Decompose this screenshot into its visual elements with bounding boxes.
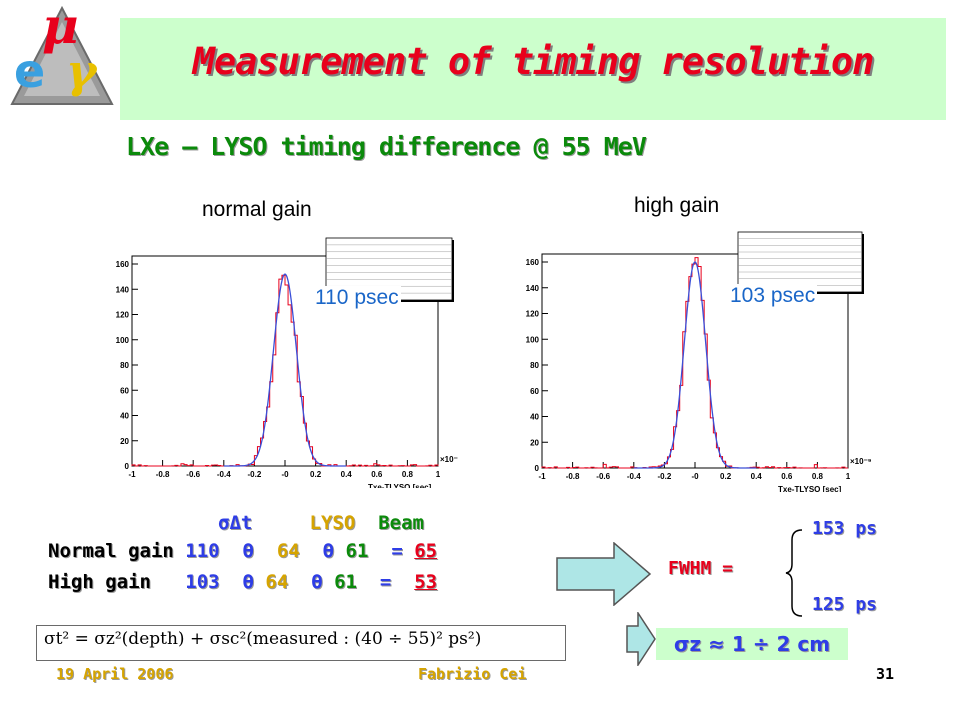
x-tick-label: 0.8 [812,472,824,481]
right-plot-caption: high gain [634,194,720,217]
y-tick-label: 100 [526,335,540,344]
y-tick-label: 80 [120,361,129,370]
row-eq: = [391,540,403,562]
x-exponent: ×10⁻⁹ [440,455,458,464]
sigma-z-box: σz ≈ 1 ÷ 2 cm [656,628,848,660]
y-tick-label: 20 [120,437,129,446]
row-result: 65 [414,540,438,562]
table-row-normal: Normal gain 110 ϴ 64 ϴ 61 = 65 [48,540,437,562]
x-tick-label: 0.8 [402,470,414,479]
stats-box [737,231,863,293]
x-tick-label: 1 [436,470,441,479]
row-total: 103 [185,571,220,593]
y-tick-label: 0 [535,464,540,473]
y-tick-label: 20 [530,438,539,447]
left-plot-caption: normal gain [202,198,312,221]
x-tick-label: -0.6 [596,472,610,481]
fwhm-lower: 125 ps [812,594,878,615]
x-tick-label: -0.4 [627,472,641,481]
fwhm-upper: 153 ps [812,518,878,539]
y-tick-label: 140 [526,284,540,293]
right-histogram: 160 140 120 100 80 60 40 20 0 -1 -0.8 -0.6 -0.4 -0.2 -… [512,230,872,494]
x-axis-label: Txe-TLYSO [sec] [368,483,432,488]
x-tick-label: -0.8 [156,470,170,479]
y-tick-label: 160 [526,258,540,267]
gauss-fit-line [633,261,757,469]
x-tick-label: 0.2 [310,470,322,479]
x-tick-label: -1 [538,472,546,481]
footer-date: 19 April 2006 [56,665,174,683]
x-tick-label: 0.4 [751,472,763,481]
formula-box [36,625,566,661]
fwhm-label: FWHM = [668,558,734,579]
sigma-dt-header: σΔt [218,512,253,534]
logo-e: e [14,44,46,98]
x-tick-label: 1 [846,472,851,481]
logo [8,4,116,110]
left-histogram: 160 140 120 100 80 60 40 20 0 -1 -0.8 -0.6 -0.4 -0.2 -… [98,236,462,492]
row-lyso: 64 [265,571,289,593]
page-number: 31 [876,665,895,683]
beam-header: Beam [378,512,424,534]
row-label: High gain [48,571,151,593]
gauss-fit-line [223,273,347,467]
x-tick-label: 0.6 [371,470,383,479]
y-tick-label: 60 [120,386,129,395]
y-tick-label: 120 [526,310,540,319]
y-tick-label: 120 [116,311,130,320]
row-beam: 61 [345,540,369,562]
y-tick-label: 40 [120,412,129,421]
x-tick-label: -1 [128,470,136,479]
left-resolution-label: 110 psec [313,286,401,310]
x-tick-label: -0 [691,472,699,481]
formula: σt² = σz²(depth) + σsc²(measured : (40 ÷… [44,629,482,649]
y-tick-label: 80 [530,361,539,370]
x-tick-label: 0.4 [341,470,353,479]
y-tick-label: 140 [116,285,130,294]
x-tick-label: -0 [281,470,289,479]
right-resolution-label: 103 psec [728,284,818,308]
x-tick-label: -0.2 [658,472,672,481]
x-tick-label: 0.2 [720,472,732,481]
x-tick-label: -0.8 [566,472,580,481]
logo-mu: μ [42,0,79,55]
title-band [120,18,946,120]
x-axis-label: Txe-TLYSO [sec] [778,485,842,492]
footer-author: Fabrizio Cei [418,665,527,683]
lyso-header: LYSO [309,512,356,534]
table-header: σΔt LYSO Beam [218,512,424,534]
row-op: ϴ [242,571,254,593]
row-lyso: 64 [276,540,300,562]
x-tick-label: 0.6 [781,472,793,481]
histogram-line [131,274,439,467]
y-tick-label: 160 [116,260,130,269]
logo-gamma: γ [66,44,97,98]
row-op: ϴ [311,571,323,593]
x-tick-label: -0.2 [248,470,262,479]
row-op: ϴ [322,540,335,562]
y-tick-label: 0 [125,462,130,471]
arrow-right-lower [626,610,656,668]
x-tick-label: -0.6 [186,470,200,479]
row-result: 53 [414,571,438,593]
y-tick-label: 40 [530,413,539,422]
subtitle: LXe – LYSO timing difference @ 55 MeV [126,132,647,161]
y-tick-label: 100 [116,336,130,345]
row-beam: 61 [334,571,357,593]
y-tick-label: 60 [530,387,539,396]
row-eq: = [379,571,392,593]
table-row-high: High gain 103 ϴ 64 ϴ 61 = 53 [48,571,437,593]
arrow-right-upper [556,541,652,607]
row-total: 110 [185,540,220,562]
fwhm-brace [784,528,804,618]
x-tick-label: -0.4 [217,470,231,479]
row-op: ϴ [242,540,254,562]
row-label: Normal gain [48,540,174,562]
page-title: Measurement of timing resolution [192,40,875,83]
x-exponent: ×10⁻⁹ [850,457,872,466]
